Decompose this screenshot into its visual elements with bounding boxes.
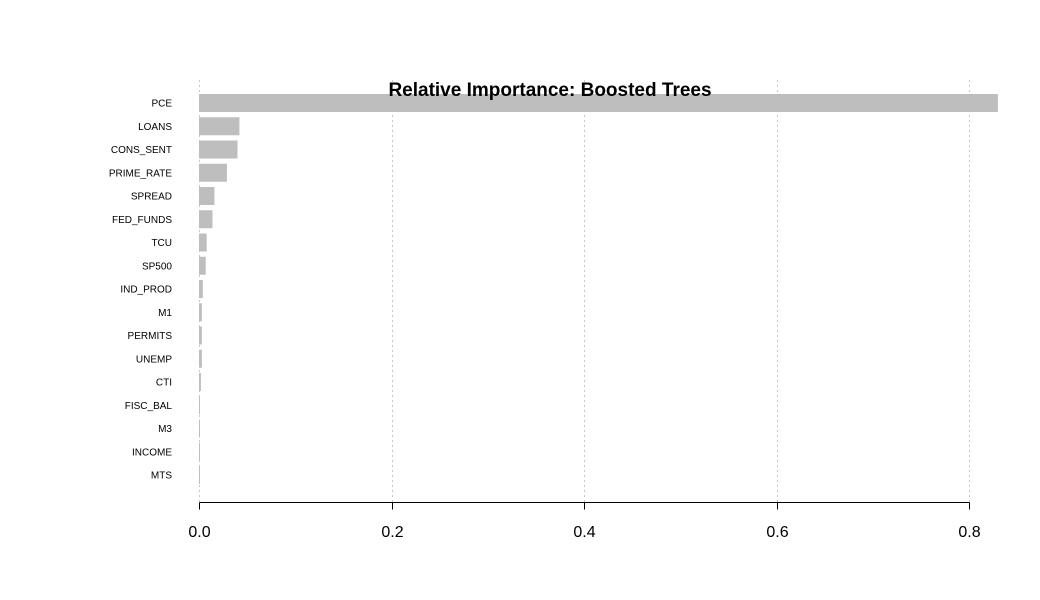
- x-axis: 0.0 0.2 0.4 0.6 0.8: [188, 502, 981, 541]
- category-label: CTI: [156, 378, 172, 389]
- category-label: LOANS: [138, 122, 172, 133]
- category-labels: PCE LOANS CONS_SENT PRIME_RATE SPREAD FED_FUN…: [109, 99, 173, 482]
- bar-cti: [199, 373, 201, 391]
- bar-income: [199, 442, 200, 461]
- bar-m3: [199, 419, 200, 438]
- chart-title: Relative Importance: Boosted Trees: [388, 80, 711, 101]
- category-label: SP500: [142, 261, 172, 272]
- bar-tcu: [199, 233, 207, 252]
- category-label: FED_FUNDS: [112, 215, 172, 226]
- bar-cons-sent: [199, 140, 238, 159]
- category-label: PRIME_RATE: [109, 168, 172, 179]
- bars: [199, 94, 998, 484]
- x-tick-label: 0.6: [766, 524, 788, 541]
- category-label: M1: [158, 308, 172, 319]
- category-label: TCU: [151, 238, 172, 249]
- bar-unemp: [199, 349, 202, 368]
- x-tick-label: 0.0: [188, 524, 210, 541]
- bar-m1: [199, 303, 202, 322]
- category-label: UNEMP: [136, 354, 172, 365]
- bar-permits: [199, 326, 202, 345]
- category-label: IND_PROD: [120, 285, 172, 296]
- grid-lines: [199, 80, 970, 502]
- category-label: FISC_BAL: [125, 401, 173, 412]
- category-label: SPREAD: [131, 192, 172, 203]
- bar-sp500: [199, 256, 206, 275]
- bar-fed-funds: [199, 210, 213, 229]
- bar-pce: [199, 94, 998, 112]
- bar-mts: [199, 466, 200, 484]
- category-label: PCE: [151, 99, 172, 110]
- bar-loans: [199, 117, 240, 136]
- x-tick-label: 0.8: [958, 524, 980, 541]
- category-label: INCOME: [132, 447, 172, 458]
- x-tick-label: 0.4: [573, 524, 595, 541]
- category-label: CONS_SENT: [111, 145, 172, 156]
- bar-prime-rate: [199, 163, 227, 182]
- category-label: MTS: [151, 471, 172, 482]
- bar-fisc-bal: [199, 396, 200, 415]
- bar-ind-prod: [199, 280, 203, 298]
- category-label: PERMITS: [128, 331, 173, 342]
- bar-spread: [199, 187, 215, 205]
- x-tick-label: 0.2: [381, 524, 403, 541]
- category-label: M3: [158, 424, 172, 435]
